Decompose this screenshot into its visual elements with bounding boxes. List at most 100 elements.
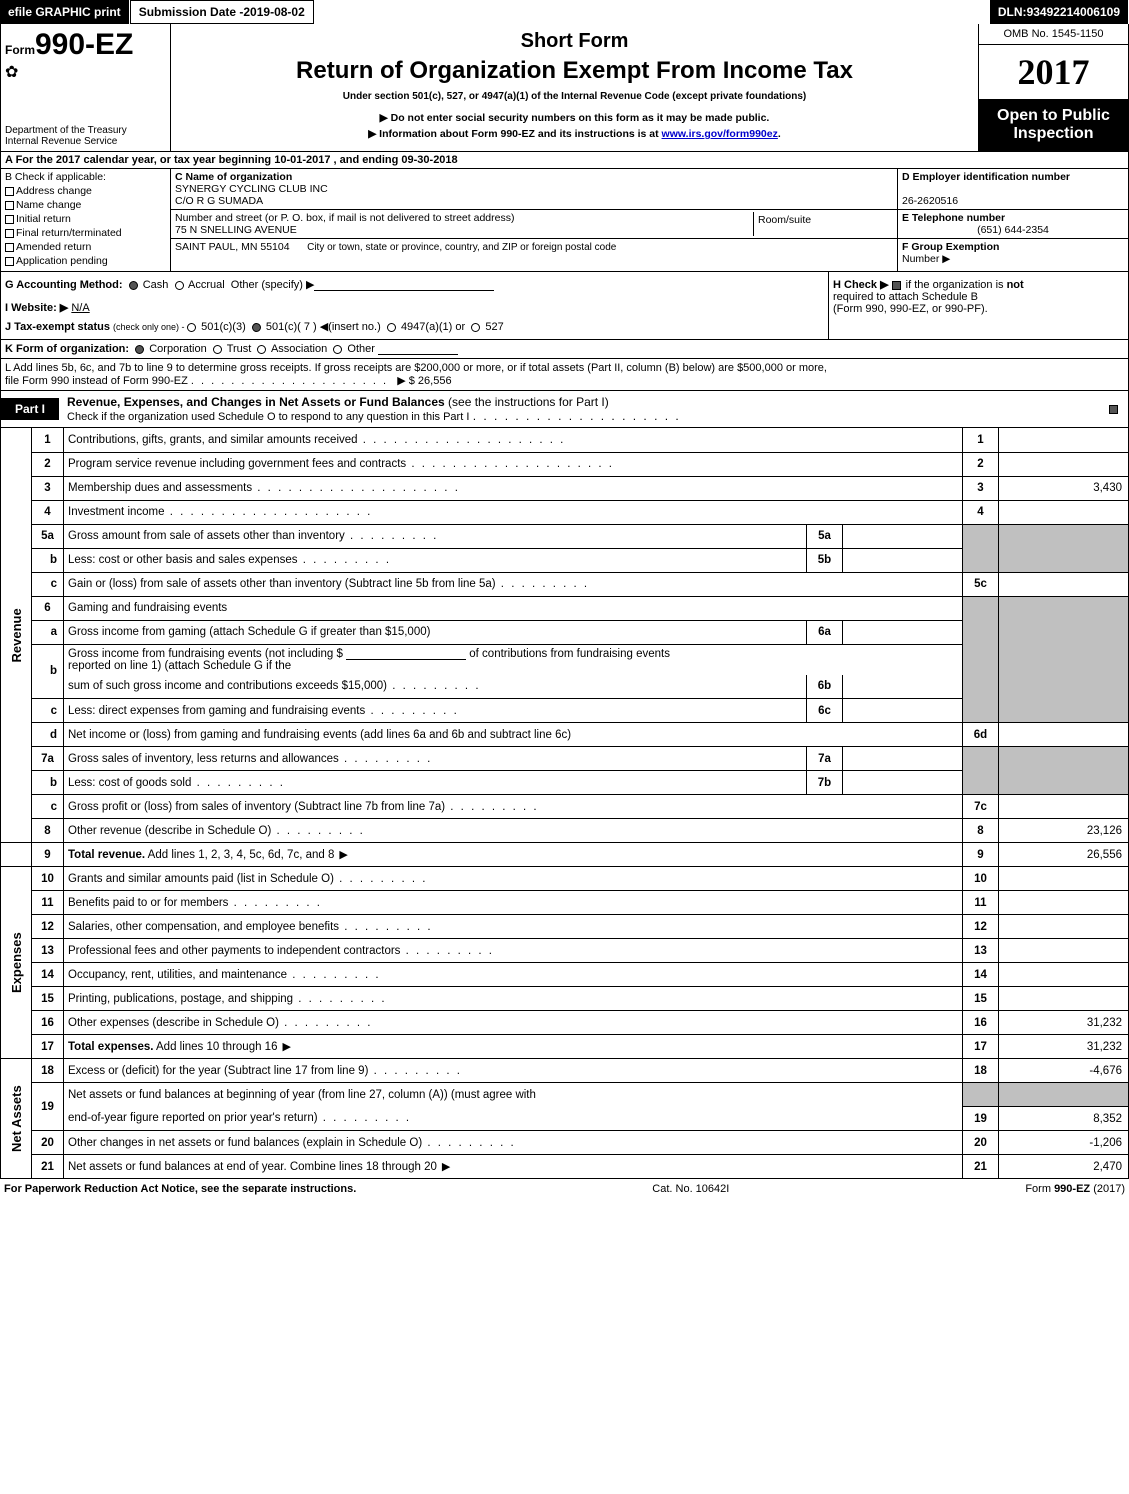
desc-6b-mid: of contributions from fundraising events — [469, 648, 670, 660]
city-state-zip: SAINT PAUL, MN 55104 — [175, 241, 290, 253]
radio-501c3[interactable] — [187, 323, 196, 332]
chk-address-change[interactable] — [5, 187, 14, 196]
part1-label: Part I — [1, 398, 59, 420]
ln-7c: c — [32, 795, 64, 819]
num-13: 13 — [963, 939, 999, 963]
dots-20 — [422, 1137, 516, 1149]
street-label: Number and street (or P. O. box, if mail… — [175, 212, 753, 224]
chk-schedule-b[interactable] — [892, 281, 901, 290]
ln-17: 17 — [32, 1035, 64, 1059]
desc-2: Program service revenue including govern… — [68, 458, 614, 470]
radio-other-org[interactable] — [333, 345, 342, 354]
amt-5c — [999, 572, 1129, 596]
num-7c: 7c — [963, 795, 999, 819]
page-footer: For Paperwork Reduction Act Notice, see … — [0, 1179, 1129, 1199]
part1-header: Part I Revenue, Expenses, and Changes in… — [0, 391, 1129, 428]
radio-association[interactable] — [257, 345, 266, 354]
amt-21: 2,470 — [999, 1155, 1129, 1179]
blank-6b[interactable] — [346, 648, 466, 660]
radio-501c[interactable] — [252, 323, 261, 332]
dots-11 — [228, 897, 322, 909]
irs-link[interactable]: www.irs.gov/form990ez — [662, 128, 778, 140]
l-amount: ▶ $ 26,556 — [397, 375, 451, 387]
desc-5b: Less: cost or other basis and sales expe… — [68, 554, 391, 566]
header-right-block: OMB No. 1545-1150 2017 Open to Public In… — [978, 24, 1128, 151]
val-6b — [843, 675, 963, 699]
lbl-accrual: Accrual — [188, 279, 225, 291]
other-org-blank[interactable] — [378, 343, 458, 355]
lbl-name-change: Name change — [16, 199, 81, 211]
dln: DLN: 93492214006109 — [990, 0, 1129, 24]
return-title: Return of Organization Exempt From Incom… — [177, 57, 972, 85]
h-not: not — [1007, 279, 1024, 291]
ln-6d: d — [32, 723, 64, 747]
shade-5ab — [963, 524, 999, 572]
lbl-final-return: Final return/terminated — [16, 227, 122, 239]
footer-right: Form 990-EZ (2017) — [1025, 1183, 1125, 1195]
info-about-prefix: ▶ Information about Form 990-EZ and its … — [368, 128, 661, 140]
desc-14: Occupancy, rent, utilities, and maintena… — [68, 969, 287, 981]
radio-527[interactable] — [471, 323, 480, 332]
chk-initial-return[interactable] — [5, 215, 14, 224]
ein-label: D Employer identification number — [902, 171, 1070, 183]
val-5b — [843, 548, 963, 572]
desc-10: Grants and similar amounts paid (list in… — [68, 873, 334, 885]
desc-5a: Gross amount from sale of assets other t… — [68, 530, 438, 542]
sidetab-netassets: Net Assets — [1, 1059, 32, 1179]
desc-19b: end-of-year figure reported on prior yea… — [68, 1112, 318, 1124]
desc-6: Gaming and fundraising events — [64, 596, 963, 620]
chk-schedule-o-part1[interactable] — [1109, 405, 1118, 414]
dots-16 — [279, 1017, 373, 1029]
ln-18: 18 — [32, 1059, 64, 1083]
ln-6b: b — [32, 644, 64, 699]
footer-left: For Paperwork Reduction Act Notice, see … — [4, 1183, 356, 1195]
chk-application-pending[interactable] — [5, 257, 14, 266]
ln-12: 12 — [32, 915, 64, 939]
chk-final-return[interactable] — [5, 229, 14, 238]
ln-6c: c — [32, 699, 64, 723]
footer-right-pre: Form — [1025, 1183, 1054, 1195]
lbl-initial-return: Initial return — [16, 213, 71, 225]
dots-10 — [334, 873, 428, 885]
chk-name-change[interactable] — [5, 201, 14, 210]
amt-10 — [999, 867, 1129, 891]
schedule-b-check: H Check ▶ if the organization is not req… — [828, 272, 1128, 339]
desc-16: Other expenses (describe in Schedule O) — [68, 1017, 279, 1029]
amt-14 — [999, 963, 1129, 987]
submission-date: Submission Date - 2019-08-02 — [130, 0, 314, 24]
chk-amended-return[interactable] — [5, 243, 14, 252]
street-address: 75 N SNELLING AVENUE — [175, 224, 753, 236]
radio-trust[interactable] — [213, 345, 222, 354]
desc-20: Other changes in net assets or fund bala… — [68, 1137, 422, 1149]
radio-accrual[interactable] — [175, 281, 184, 290]
ln-5a: 5a — [32, 524, 64, 548]
radio-corporation[interactable] — [135, 345, 144, 354]
shade-5ab-amt — [999, 524, 1129, 572]
shade-7ab — [963, 747, 999, 795]
desc-7c: Gross profit or (loss) from sales of inv… — [68, 801, 445, 813]
num-8: 8 — [963, 819, 999, 843]
check-if-applicable: B Check if applicable: Address change Na… — [1, 169, 171, 271]
l-dots — [191, 375, 388, 387]
desc-4: Investment income — [68, 506, 372, 518]
desc-6b-sum: sum of such gross income and contributio… — [68, 680, 481, 692]
other-specify-blank[interactable] — [314, 279, 494, 291]
ln-8: 8 — [32, 819, 64, 843]
part1-title-rest: (see the instructions for Part I) — [448, 395, 609, 409]
sub-6b: 6b — [807, 675, 843, 699]
desc-6c: Less: direct expenses from gaming and fu… — [68, 705, 459, 717]
sidetab-revenue: Revenue — [1, 428, 32, 843]
num-6d: 6d — [963, 723, 999, 747]
sub-7a: 7a — [807, 747, 843, 771]
sub-6c: 6c — [807, 699, 843, 723]
desc-13: Professional fees and other payments to … — [68, 945, 400, 957]
amt-3: 3,430 — [999, 476, 1129, 500]
radio-4947a1[interactable] — [387, 323, 396, 332]
val-7b — [843, 771, 963, 795]
part1-title-bold: Revenue, Expenses, and Changes in Net As… — [67, 395, 448, 409]
radio-cash[interactable] — [129, 281, 138, 290]
amt-15 — [999, 987, 1129, 1011]
org-name-address: C Name of organization SYNERGY CYCLING C… — [171, 169, 898, 271]
lbl-other-specify: Other (specify) ▶ — [231, 279, 315, 291]
dots-15 — [293, 993, 387, 1005]
